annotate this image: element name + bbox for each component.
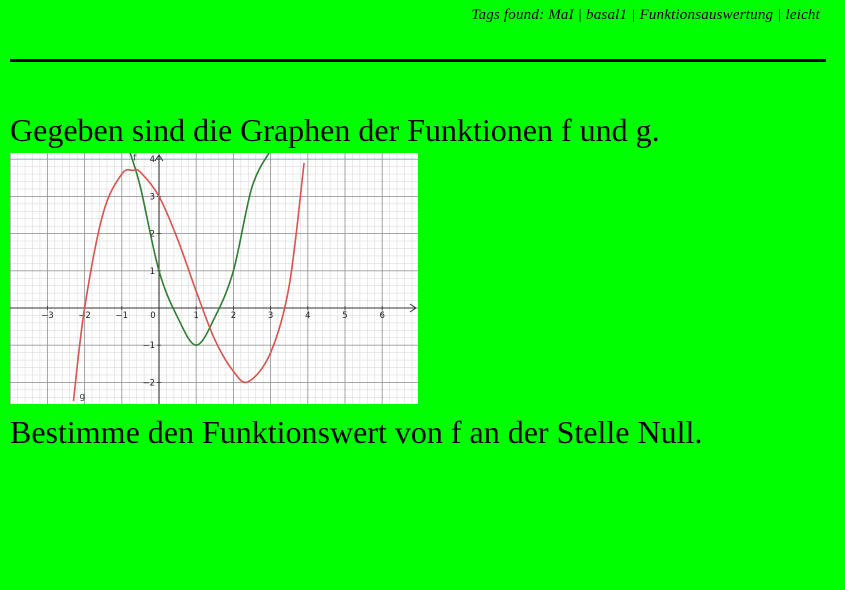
x-tick-label: 4 — [305, 311, 310, 321]
y-tick-label: −2 — [142, 378, 155, 388]
curve-f — [129, 153, 270, 347]
y-tick-label: 4 — [150, 155, 155, 165]
tick-labels: −3 −2 −1 0 1 2 3 4 5 6 −2 −1 1 2 3 4 — [41, 155, 385, 388]
x-tick-label: −1 — [116, 311, 129, 321]
curve-g — [72, 162, 305, 402]
tags-header: Tags found: MaI | basal1 | Funktionsausw… — [471, 7, 820, 23]
x-tick-label: −3 — [41, 311, 54, 321]
y-tick-label: 3 — [150, 192, 155, 202]
y-axis-arrow — [154, 154, 164, 162]
header-divider — [10, 59, 826, 62]
x-tick-label: 3 — [268, 311, 273, 321]
axes — [10, 154, 417, 404]
y-tick-label: 2 — [150, 230, 155, 240]
x-tick-label: 1 — [193, 311, 198, 321]
series-label-f: f — [133, 153, 137, 163]
series-labels: fg — [79, 153, 137, 402]
x-tick-label: −2 — [78, 311, 91, 321]
x-tick-label: 0 — [150, 311, 155, 321]
x-tick-label: 2 — [231, 311, 236, 321]
curves — [72, 153, 305, 402]
grid-minor — [10, 153, 418, 404]
question-task: Bestimme den Funktionswert von f an der … — [10, 414, 703, 450]
y-tick-label: 1 — [150, 267, 155, 277]
y-tick-label: −1 — [142, 341, 155, 351]
x-axis-arrow — [409, 303, 417, 313]
question-intro: Gegeben sind die Graphen der Funktionen … — [10, 112, 660, 148]
x-tick-label: 6 — [379, 311, 384, 321]
series-label-g: g — [79, 392, 85, 402]
x-tick-label: 5 — [342, 311, 347, 321]
